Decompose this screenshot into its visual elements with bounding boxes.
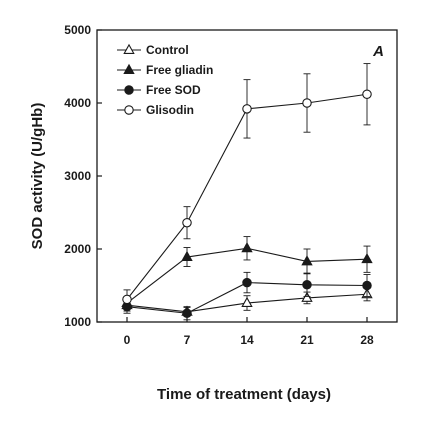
y-tick-label: 1000 (64, 315, 91, 329)
x-axis-title: Time of treatment (days) (157, 386, 331, 403)
data-point (122, 294, 132, 305)
data-point (362, 89, 372, 99)
legend-item: Free SOD (117, 83, 201, 97)
y-tick-label: 4000 (64, 96, 91, 110)
y-tick-label: 3000 (64, 169, 91, 183)
x-tick-label: 7 (184, 333, 191, 347)
y-tick-label: 2000 (64, 242, 91, 256)
data-point (182, 217, 192, 228)
x-tick-label: 14 (240, 333, 254, 347)
series-glisodin (122, 63, 372, 310)
data-point (241, 296, 253, 307)
y-axis-title: SOD activity (U/gHb) (29, 103, 46, 250)
chart-legend: Control Free gliadin Free SOD Glisodin (117, 43, 213, 117)
chart-ticks: 0 7 14 21 28 1000 2000 3000 4000 5000 (64, 23, 374, 347)
x-tick-label: 21 (300, 333, 314, 347)
chart-series (121, 63, 373, 321)
y-tick-label: 5000 (64, 23, 91, 37)
legend-marker (124, 85, 134, 95)
x-tick-label: 28 (360, 333, 374, 347)
legend-label: Free SOD (146, 83, 201, 97)
data-point (301, 255, 313, 266)
data-point (301, 291, 313, 302)
legend-marker (124, 105, 134, 115)
data-point (242, 277, 252, 288)
panel-label: A (372, 43, 384, 60)
legend-item: Control (117, 43, 189, 57)
data-point (361, 252, 373, 264)
data-point (362, 280, 372, 291)
legend-marker (123, 63, 135, 74)
series-free-sod (122, 271, 372, 321)
data-point (242, 104, 252, 114)
legend-item: Glisodin (117, 103, 194, 117)
data-point (302, 280, 312, 290)
data-point (181, 250, 193, 261)
data-point (182, 308, 192, 318)
data-point (302, 98, 312, 108)
legend-label: Control (146, 43, 189, 57)
data-point (241, 242, 253, 253)
legend-label: Free gliadin (146, 63, 213, 77)
legend-label: Glisodin (146, 103, 194, 117)
x-tick-label: 0 (124, 333, 131, 347)
legend-marker (123, 43, 135, 54)
legend-item: Free gliadin (117, 63, 213, 77)
